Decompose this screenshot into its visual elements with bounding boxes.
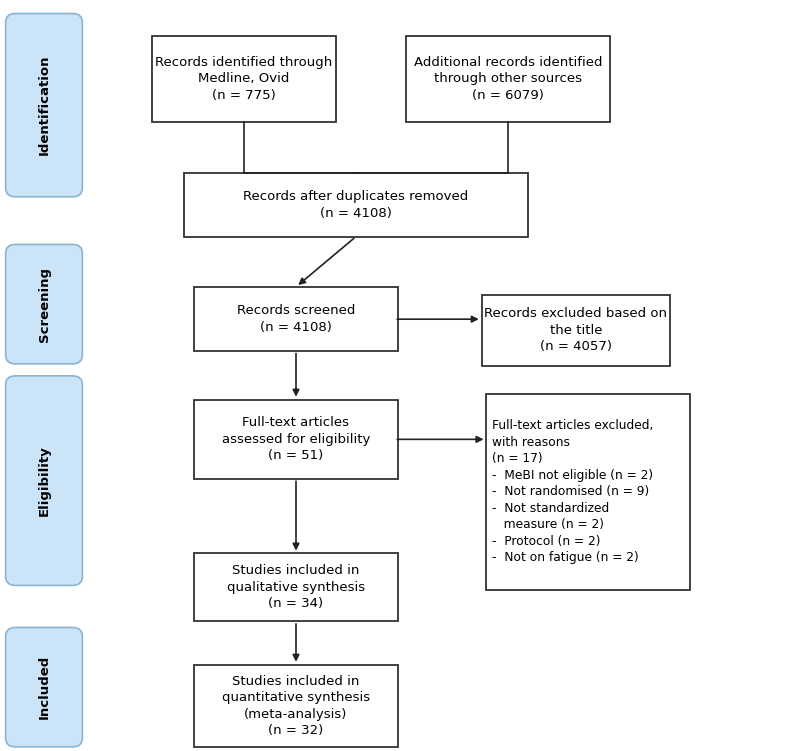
Text: Records identified through
Medline, Ovid
(n = 775): Records identified through Medline, Ovid… xyxy=(155,56,333,102)
FancyBboxPatch shape xyxy=(482,294,670,366)
Text: Included: Included xyxy=(38,655,50,719)
FancyBboxPatch shape xyxy=(194,553,398,621)
FancyBboxPatch shape xyxy=(184,173,528,237)
Text: Records excluded based on
the title
(n = 4057): Records excluded based on the title (n =… xyxy=(485,307,667,354)
FancyBboxPatch shape xyxy=(194,665,398,747)
Text: Full-text articles
assessed for eligibility
(n = 51): Full-text articles assessed for eligibil… xyxy=(222,416,370,463)
FancyBboxPatch shape xyxy=(486,394,690,590)
Text: Studies included in
quantitative synthesis
(meta-analysis)
(n = 32): Studies included in quantitative synthes… xyxy=(222,674,370,737)
FancyBboxPatch shape xyxy=(6,245,82,364)
Text: Eligibility: Eligibility xyxy=(38,445,50,516)
FancyBboxPatch shape xyxy=(6,14,82,197)
Text: Additional records identified
through other sources
(n = 6079): Additional records identified through ot… xyxy=(414,56,602,102)
Text: Screening: Screening xyxy=(38,267,50,342)
FancyBboxPatch shape xyxy=(152,35,336,122)
FancyBboxPatch shape xyxy=(6,376,82,586)
FancyBboxPatch shape xyxy=(406,35,610,122)
Text: Records after duplicates removed
(n = 4108): Records after duplicates removed (n = 41… xyxy=(243,190,469,220)
Text: Studies included in
qualitative synthesis
(n = 34): Studies included in qualitative synthesi… xyxy=(227,564,365,611)
FancyBboxPatch shape xyxy=(194,400,398,479)
Text: Full-text articles excluded,
with reasons
(n = 17)
-  MeBI not eligible (n = 2)
: Full-text articles excluded, with reason… xyxy=(492,419,654,565)
FancyBboxPatch shape xyxy=(6,628,82,746)
Text: Identification: Identification xyxy=(38,55,50,155)
FancyBboxPatch shape xyxy=(194,288,398,351)
Text: Records screened
(n = 4108): Records screened (n = 4108) xyxy=(237,304,355,334)
